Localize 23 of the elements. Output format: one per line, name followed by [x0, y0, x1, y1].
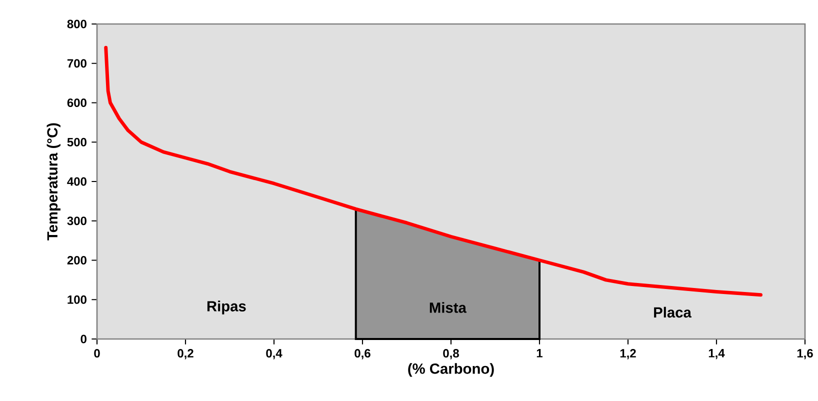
y-tick-label: 700 — [67, 59, 86, 68]
x-tick-label: 1,2 — [620, 349, 636, 360]
x-axis-title: (% Carbono) — [408, 363, 494, 377]
y-tick-label: 0 — [80, 334, 86, 344]
y-tick-label: 600 — [67, 98, 86, 108]
x-tick-label: 0,6 — [354, 349, 370, 360]
annotation: Mista — [430, 302, 467, 313]
x-tick-label: 1,4 — [708, 349, 725, 360]
y-tick-label: 100 — [68, 295, 86, 304]
y-axis-title: Temperatura (°C) — [46, 123, 60, 240]
annotation: Placa — [654, 306, 692, 318]
y-tick-label: 500 — [67, 138, 86, 146]
y-tick-label: 400 — [67, 177, 86, 186]
x-tick-label: 0,8 — [443, 349, 459, 360]
annotation: Ripas — [207, 300, 246, 314]
y-tick-label: 200 — [67, 256, 86, 265]
y-tick-label: 800 — [67, 20, 86, 28]
x-tick-label: 1 — [536, 349, 542, 358]
y-tick-label: 300 — [67, 216, 86, 226]
x-tick-label: 0 — [94, 349, 100, 358]
x-tick-label: 0,2 — [178, 349, 194, 360]
x-tick-label: 0,4 — [266, 349, 282, 360]
x-tick-label: 1,6 — [797, 349, 813, 360]
